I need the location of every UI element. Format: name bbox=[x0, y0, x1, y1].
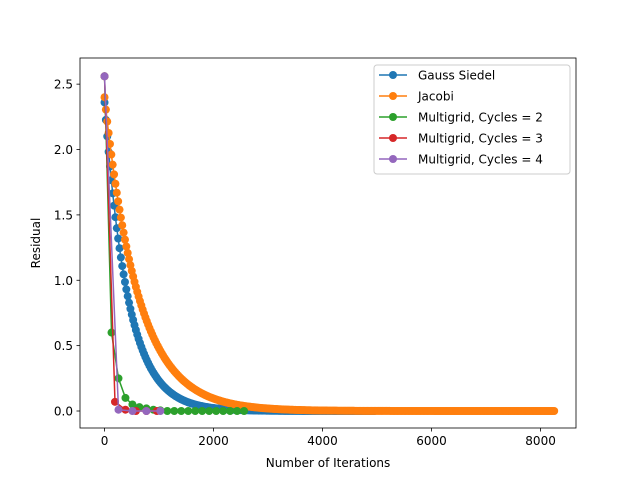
data-point bbox=[163, 407, 172, 415]
x-tick-label: 4000 bbox=[307, 434, 338, 448]
x-tick-label: 0 bbox=[101, 434, 109, 448]
data-point bbox=[121, 393, 130, 402]
x-axis-label: Number of Iterations bbox=[266, 456, 391, 470]
data-point bbox=[142, 407, 151, 415]
data-point bbox=[116, 253, 125, 262]
y-axis-label: Residual bbox=[29, 218, 43, 269]
data-point bbox=[111, 179, 120, 188]
data-point bbox=[115, 244, 124, 253]
y-axis: 0.0 0.5 1.0 1.5 2.0 2.5 bbox=[54, 78, 80, 419]
x-axis: 0 2000 4000 6000 8000 bbox=[101, 428, 556, 448]
data-point bbox=[233, 407, 242, 415]
data-point bbox=[125, 255, 134, 264]
data-point bbox=[116, 213, 125, 222]
series-2 bbox=[100, 93, 559, 415]
data-point bbox=[110, 397, 119, 406]
data-point bbox=[108, 160, 117, 169]
data-point bbox=[110, 170, 119, 179]
legend: Gauss Siedel Jacobi Multigrid, Cycles = 2 M… bbox=[373, 64, 571, 175]
data-point bbox=[107, 328, 116, 337]
legend-marker bbox=[389, 134, 397, 142]
data-point bbox=[123, 292, 132, 301]
legend-frame bbox=[373, 64, 571, 175]
plot-frame bbox=[79, 57, 577, 429]
data-point bbox=[120, 235, 129, 244]
data-point bbox=[198, 407, 207, 415]
data-point bbox=[118, 262, 127, 271]
legend-label: Jacobi bbox=[417, 90, 454, 104]
data-point bbox=[115, 205, 124, 214]
legend-marker bbox=[389, 92, 397, 100]
data-point bbox=[114, 197, 123, 206]
legend-marker bbox=[389, 71, 397, 79]
data-point bbox=[226, 407, 235, 415]
y-tick-label: 0.5 bbox=[54, 339, 73, 353]
data-point bbox=[128, 407, 137, 415]
legend-marker bbox=[389, 113, 397, 121]
data-point bbox=[184, 407, 193, 415]
data-point bbox=[120, 278, 129, 287]
data-point bbox=[114, 234, 123, 243]
data-point bbox=[170, 407, 179, 415]
data-point bbox=[112, 188, 121, 197]
legend-label: Gauss Siedel bbox=[418, 69, 495, 83]
series-5 bbox=[100, 72, 165, 415]
legend-label: Multigrid, Cycles = 2 bbox=[418, 111, 543, 125]
data-point bbox=[122, 242, 131, 251]
data-point bbox=[125, 298, 134, 307]
data-point bbox=[219, 407, 228, 415]
y-tick-label: 1.5 bbox=[54, 208, 73, 222]
data-point bbox=[191, 407, 200, 415]
data-point bbox=[156, 407, 165, 415]
data-point bbox=[107, 150, 116, 159]
data-point bbox=[240, 407, 249, 415]
data-point bbox=[119, 270, 128, 279]
y-tick-label: 0.0 bbox=[54, 405, 73, 419]
legend-item: Multigrid, Cycles = 4 bbox=[379, 153, 543, 167]
data-point bbox=[205, 407, 214, 415]
y-tick-label: 1.0 bbox=[54, 274, 73, 288]
legend-marker bbox=[389, 155, 397, 163]
data-point bbox=[114, 405, 123, 414]
legend-item: Jacobi bbox=[379, 90, 454, 104]
legend-item: Multigrid, Cycles = 2 bbox=[379, 111, 543, 125]
x-tick-label: 8000 bbox=[525, 434, 556, 448]
x-tick-label: 6000 bbox=[416, 434, 447, 448]
data-point bbox=[177, 407, 186, 415]
y-tick-label: 2.5 bbox=[54, 78, 73, 92]
legend-label: Multigrid, Cycles = 3 bbox=[418, 132, 543, 146]
data-point bbox=[100, 72, 109, 81]
legend-item: Multigrid, Cycles = 3 bbox=[379, 132, 543, 146]
x-tick-label: 2000 bbox=[198, 434, 229, 448]
data-point bbox=[128, 400, 137, 409]
legend-item: Gauss Siedel bbox=[379, 69, 495, 83]
data-point bbox=[118, 221, 127, 230]
y-tick-label: 2.0 bbox=[54, 143, 73, 157]
data-point bbox=[122, 285, 131, 294]
data-point bbox=[119, 228, 128, 237]
data-point bbox=[212, 407, 221, 415]
data-point bbox=[123, 248, 132, 257]
legend-label: Multigrid, Cycles = 4 bbox=[418, 153, 543, 167]
data-point bbox=[114, 374, 123, 383]
data-point bbox=[550, 407, 559, 415]
series-layer bbox=[100, 72, 559, 415]
